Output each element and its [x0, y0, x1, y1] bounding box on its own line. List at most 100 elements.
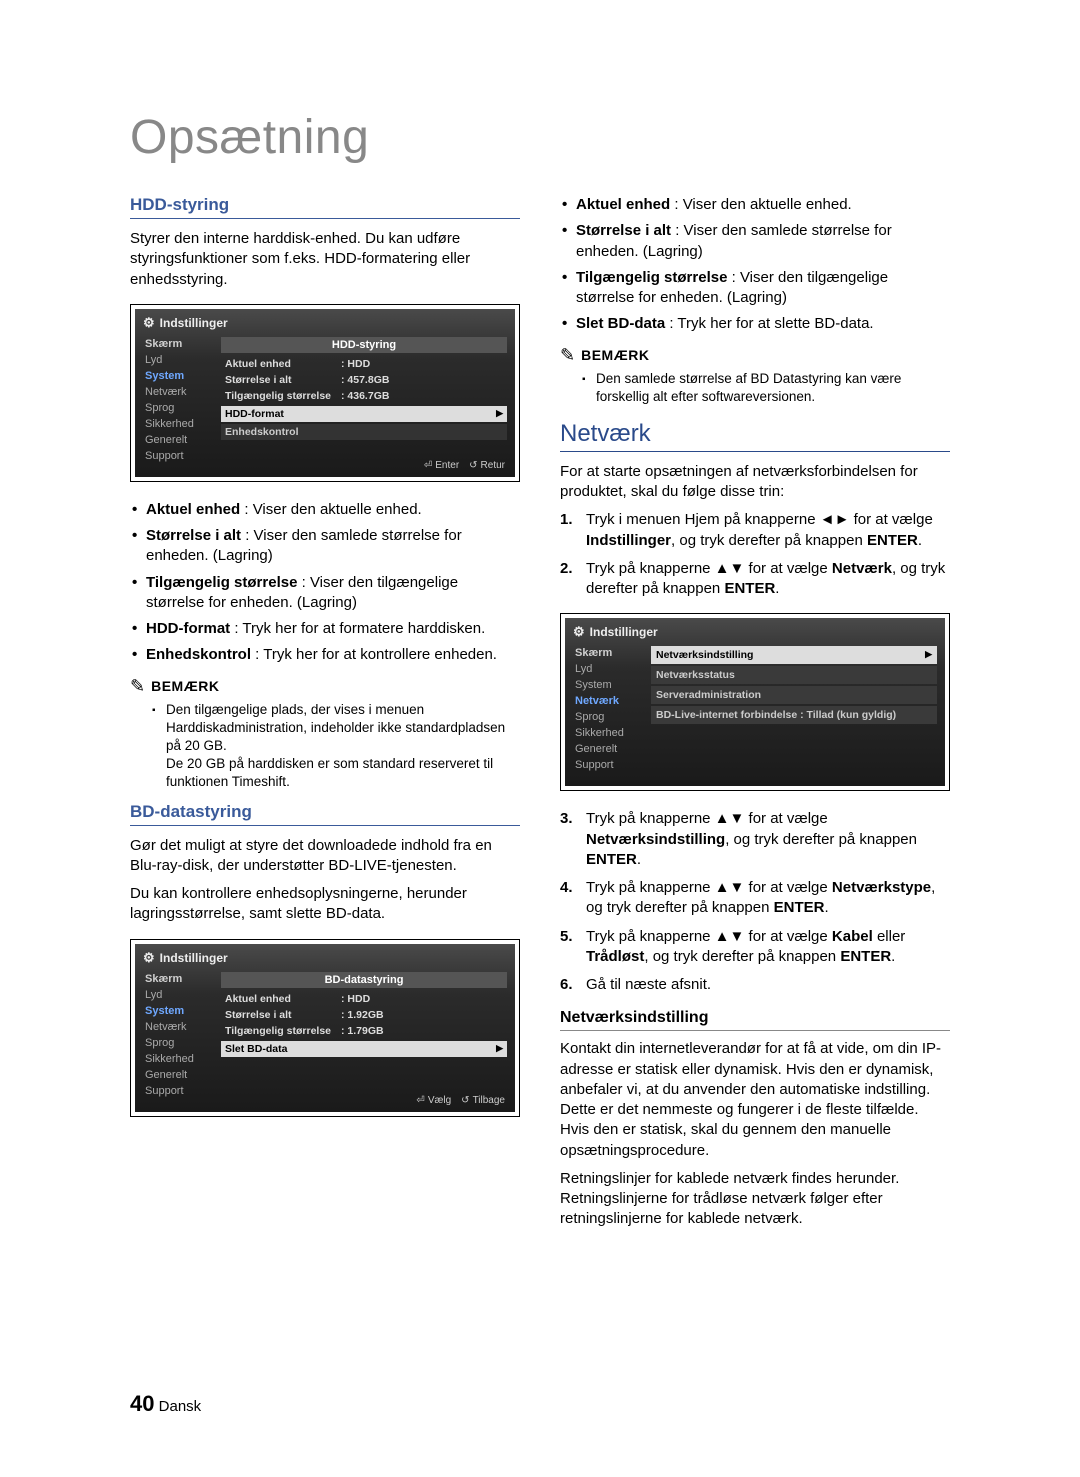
left-column: HDD-styring Styrer den interne harddisk-… [130, 195, 520, 1238]
note-item: Den samlede størrelse af BD Datastyring … [582, 370, 950, 406]
nav-item[interactable]: Support [143, 449, 213, 463]
nav-item[interactable]: Sikkerhed [573, 726, 643, 740]
panel-nav: Skærm Lyd System Netværk Sprog Sikkerhed… [573, 646, 643, 772]
device-control-button[interactable]: Enhedskontrol [221, 424, 507, 440]
panel-title-text: Indstillinger [160, 316, 228, 330]
hdd-intro: Styrer den interne harddisk-enhed. Du ka… [130, 229, 520, 290]
list-item: Størrelse i alt : Viser den samlede stør… [560, 221, 950, 262]
nav-item[interactable]: Netværk [143, 385, 213, 399]
panel-heading: BD-datastyring [221, 972, 507, 988]
list-item: Tilgængelig størrelse : Viser den tilgæn… [130, 573, 520, 614]
nav-item[interactable]: Lyd [143, 353, 213, 367]
delete-bd-button[interactable]: Slet BD-data▶ [221, 1041, 507, 1057]
note-label: BEMÆRK [151, 678, 219, 694]
server-admin-button[interactable]: Serveradministration [651, 686, 937, 704]
nav-item[interactable]: Generelt [143, 1068, 213, 1082]
step-item: 4.Tryk på knapperne ▲▼ for at vælge Netv… [560, 878, 950, 919]
step-item: 5.Tryk på knapperne ▲▼ for at vælge Kabe… [560, 927, 950, 968]
panel-row: Tilgængelig størrelse: 1.79GB [221, 1023, 507, 1039]
return-icon: ↺ [469, 460, 477, 471]
panel-main: BD-datastyring Aktuel enhed: HDD Størrel… [221, 972, 507, 1098]
bd-p1: Gør det muligt at styre det downloadede … [130, 836, 520, 877]
gear-icon: ⚙ [143, 950, 155, 966]
network-intro: For at starte opsætningen af netværksfor… [560, 462, 950, 503]
note-heading: ✎ BEMÆRK [130, 676, 520, 697]
nav-item[interactable]: System [143, 369, 213, 383]
nav-item[interactable]: Lyd [573, 662, 643, 676]
nav-item[interactable]: Skærm [143, 972, 213, 986]
bd-p2: Du kan kontrollere enhedsoplysningerne, … [130, 884, 520, 925]
nav-item[interactable]: Support [573, 758, 643, 772]
nav-item[interactable]: Generelt [573, 742, 643, 756]
list-item: Tilgængelig størrelse : Viser den tilgæn… [560, 268, 950, 309]
gear-icon: ⚙ [573, 624, 585, 640]
nav-item[interactable]: System [573, 678, 643, 692]
network-settings-button[interactable]: Netværksindstilling▶ [651, 646, 937, 664]
note-list: Den tilgængelige plads, der vises i menu… [130, 701, 520, 792]
list-item: Størrelse i alt : Viser den samlede stør… [130, 526, 520, 567]
enter-icon: ⏎ [416, 1095, 424, 1106]
panel-row: Aktuel enhed: HDD [221, 991, 507, 1007]
panel-row: Aktuel enhed: HDD [221, 356, 507, 372]
list-item: Aktuel enhed : Viser den aktuelle enhed. [130, 500, 520, 520]
panel-title-text: Indstillinger [590, 625, 658, 639]
note-label: BEMÆRK [581, 347, 649, 363]
panel-title: ⚙ Indstillinger [143, 950, 507, 966]
hdd-bullets: Aktuel enhed : Viser den aktuelle enhed.… [130, 500, 520, 666]
network-sub-heading: Netværksindstilling [560, 1009, 950, 1031]
bdlive-button[interactable]: BD-Live-internet forbindelse : Tillad (k… [651, 706, 937, 724]
right-top-bullets: Aktuel enhed : Viser den aktuelle enhed.… [560, 195, 950, 335]
nav-item[interactable]: Sikkerhed [143, 417, 213, 431]
content-columns: HDD-styring Styrer den interne harddisk-… [130, 195, 950, 1238]
panel-network: ⚙ Indstillinger Skærm Lyd System Netværk… [560, 613, 950, 791]
bd-heading: BD-datastyring [130, 802, 520, 826]
list-item: Aktuel enhed : Viser den aktuelle enhed. [560, 195, 950, 215]
note-icon: ✎ [130, 676, 145, 697]
nav-item[interactable]: Sprog [573, 710, 643, 724]
panel-nav: Skærm Lyd System Netværk Sprog Sikkerhed… [143, 972, 213, 1098]
nav-item[interactable]: Sikkerhed [143, 1052, 213, 1066]
nav-item[interactable]: Skærm [143, 337, 213, 351]
step-item: 3.Tryk på knapperne ▲▼ for at vælge Netv… [560, 809, 950, 870]
panel-footer: ⏎Enter ↺Retur [424, 460, 505, 471]
step-item: 6.Gå til næste afsnit. [560, 975, 950, 995]
list-item: Enhedskontrol : Tryk her for at kontroll… [130, 645, 520, 665]
chevron-right-icon: ▶ [496, 408, 503, 419]
page-number: 40 Dansk [130, 1391, 201, 1417]
panel-hdd: ⚙ Indstillinger Skærm Lyd System Netværk… [130, 304, 520, 482]
chevron-right-icon: ▶ [496, 1043, 503, 1054]
nav-item[interactable]: Netværk [573, 694, 643, 708]
enter-icon: ⏎ [424, 460, 432, 471]
list-item: HDD-format : Tryk her for at formatere h… [130, 619, 520, 639]
panel-title-text: Indstillinger [160, 951, 228, 965]
nav-item[interactable]: Sprog [143, 401, 213, 415]
panel-nav: Skærm Lyd System Netværk Sprog Sikkerhed… [143, 337, 213, 463]
network-sub-p2: Retningslinjer for kablede netværk finde… [560, 1169, 950, 1230]
nav-item[interactable]: Generelt [143, 433, 213, 447]
panel-footer: ⏎Vælg ↺Tilbage [416, 1095, 505, 1106]
panel-heading: HDD-styring [221, 337, 507, 353]
hdd-heading: HDD-styring [130, 195, 520, 219]
step-item: 1.Tryk i menuen Hjem på knapperne ◄► for… [560, 510, 950, 551]
panel-title: ⚙ Indstillinger [143, 315, 507, 331]
chevron-right-icon: ▶ [925, 649, 932, 661]
panel-row: Tilgængelig størrelse: 436.7GB [221, 388, 507, 404]
step-item: 2.Tryk på knapperne ▲▼ for at vælge Netv… [560, 559, 950, 600]
note-list: Den samlede størrelse af BD Datastyring … [560, 370, 950, 406]
hdd-format-button[interactable]: HDD-format▶ [221, 406, 507, 422]
nav-item[interactable]: System [143, 1004, 213, 1018]
panel-title: ⚙ Indstillinger [573, 624, 937, 640]
right-column: Aktuel enhed : Viser den aktuelle enhed.… [560, 195, 950, 1238]
note-heading: ✎ BEMÆRK [560, 345, 950, 366]
nav-item[interactable]: Netværk [143, 1020, 213, 1034]
nav-item[interactable]: Sprog [143, 1036, 213, 1050]
network-status-button[interactable]: Netværksstatus [651, 666, 937, 684]
note-icon: ✎ [560, 345, 575, 366]
steps-a: 1.Tryk i menuen Hjem på knapperne ◄► for… [560, 510, 950, 599]
panel-main: HDD-styring Aktuel enhed: HDD Størrelse … [221, 337, 507, 463]
panel-main: Netværksindstilling▶ Netværksstatus Serv… [651, 646, 937, 772]
nav-item[interactable]: Skærm [573, 646, 643, 660]
nav-item[interactable]: Lyd [143, 988, 213, 1002]
list-item: Slet BD-data : Tryk her for at slette BD… [560, 314, 950, 334]
nav-item[interactable]: Support [143, 1084, 213, 1098]
